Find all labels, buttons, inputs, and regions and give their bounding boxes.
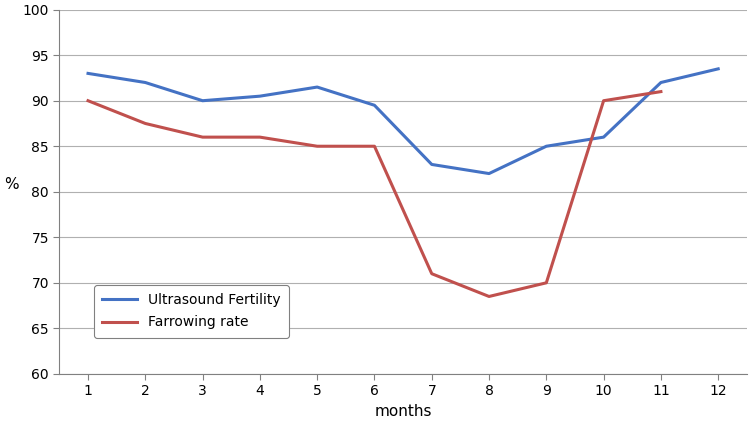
- Farrowing rate: [427, 271, 436, 276]
- Legend: Ultrasound Fertility, Farrowing rate: Ultrasound Fertility, Farrowing rate: [94, 285, 289, 338]
- Ultrasound Fertility: [656, 80, 665, 85]
- Farrowing rate: [83, 98, 92, 103]
- Ultrasound Fertility: [198, 98, 207, 103]
- Farrowing rate: [370, 144, 379, 149]
- Ultrasound Fertility: [255, 93, 264, 99]
- Ultrasound Fertility: [484, 171, 493, 176]
- Farrowing rate: [312, 144, 321, 149]
- Line: Farrowing rate: Farrowing rate: [88, 92, 661, 297]
- Ultrasound Fertility: [427, 162, 436, 167]
- Ultrasound Fertility: [312, 85, 321, 90]
- Line: Ultrasound Fertility: Ultrasound Fertility: [88, 69, 718, 173]
- Ultrasound Fertility: [541, 144, 550, 149]
- Farrowing rate: [656, 89, 665, 94]
- Farrowing rate: [599, 98, 608, 103]
- Farrowing rate: [198, 135, 207, 140]
- Ultrasound Fertility: [713, 66, 722, 71]
- Farrowing rate: [484, 294, 493, 299]
- Ultrasound Fertility: [370, 103, 379, 108]
- Farrowing rate: [255, 135, 264, 140]
- Farrowing rate: [140, 121, 149, 126]
- Ultrasound Fertility: [140, 80, 149, 85]
- Ultrasound Fertility: [599, 135, 608, 140]
- Farrowing rate: [541, 280, 550, 286]
- X-axis label: months: months: [374, 404, 432, 419]
- Y-axis label: %: %: [5, 177, 19, 192]
- Ultrasound Fertility: [83, 71, 92, 76]
